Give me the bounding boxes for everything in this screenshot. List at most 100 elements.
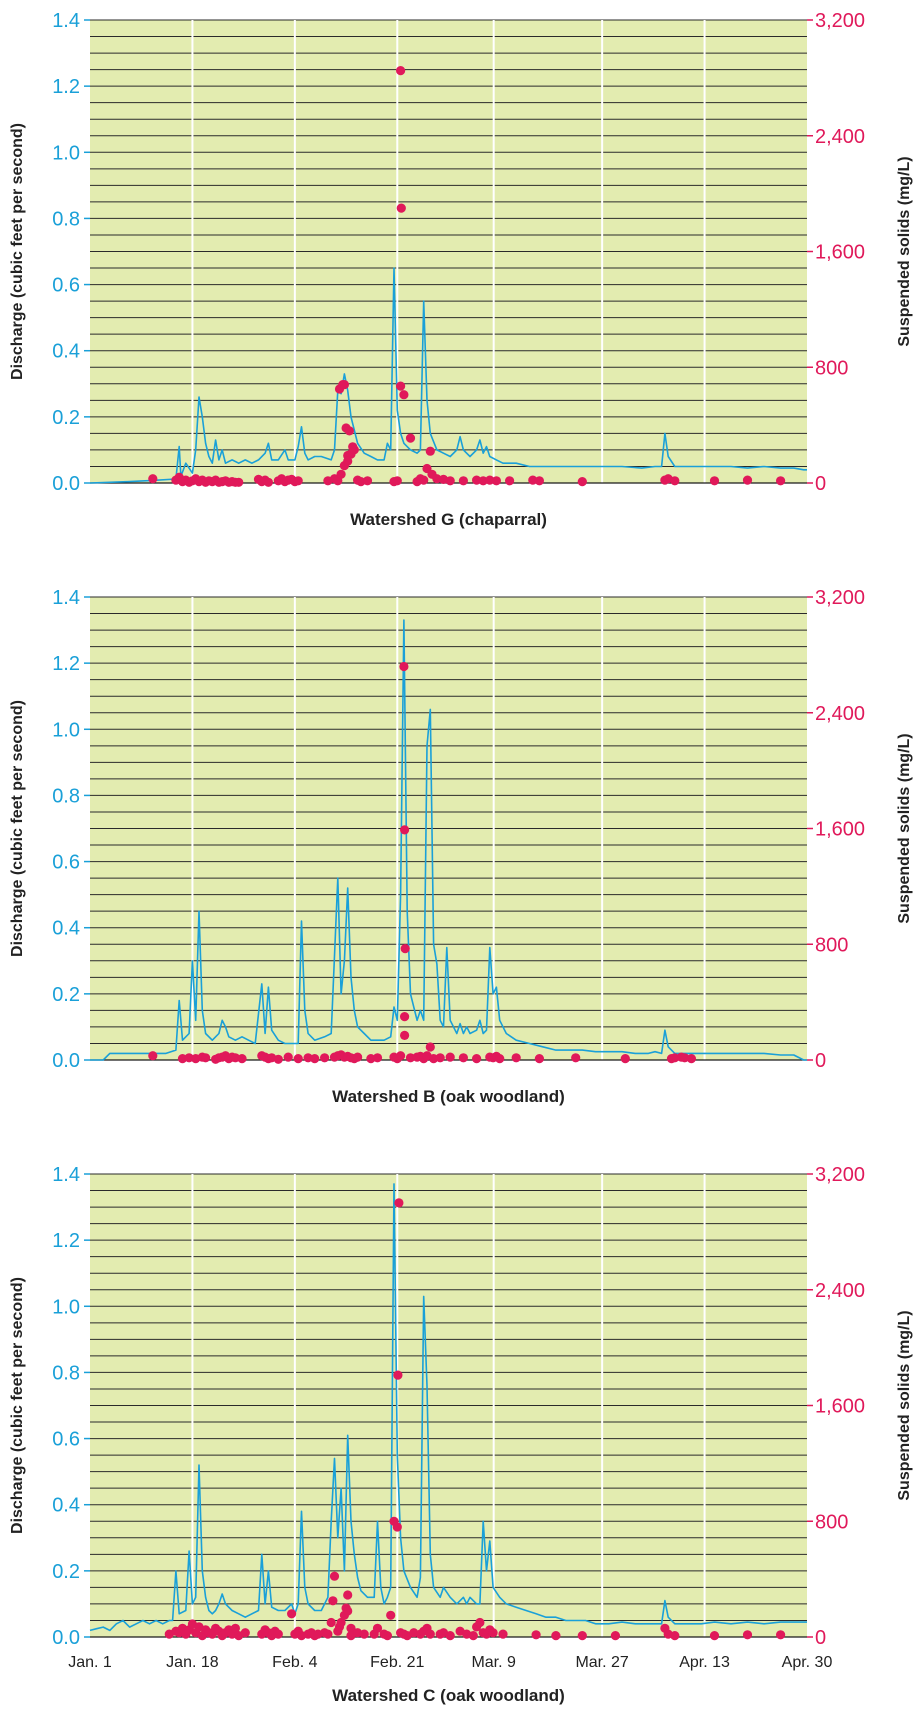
date-axis-ticks: Jan. 1 Jan. 18 Feb. 4 Feb. 21 Mar. 9 Mar. 27 A… [68, 1654, 832, 1671]
date-tick-label: Feb. 4 [272, 1654, 317, 1671]
right-tick-label: 2,400 [815, 703, 865, 725]
left-tick-label: 1.4 [52, 587, 80, 609]
suspended-solids-point [475, 1617, 485, 1628]
suspended-solids-point [326, 1617, 336, 1628]
suspended-solids-point [505, 476, 515, 486]
date-tick-label: Jan. 1 [68, 1654, 112, 1671]
right-tick-label: 1,600 [815, 242, 865, 264]
chart-panel-watershed-b: 0.0 0.2 0.4 0.6 0.8 1.0 1.2 1.4 0 800 1,600 2,400 3… [9, 587, 913, 1106]
suspended-solids-points [164, 1198, 786, 1641]
suspended-solids-point [263, 477, 273, 487]
suspended-solids-point [577, 477, 587, 487]
right-tick-label: 3,200 [815, 1164, 865, 1186]
suspended-solids-point [686, 1054, 697, 1064]
suspended-solids-point [534, 1054, 545, 1064]
grid [90, 596, 807, 1061]
suspended-solids-point [328, 1596, 338, 1606]
left-tick-label: 0.2 [52, 407, 80, 429]
right-axis-ticks: 0 800 1,600 2,400 3,200 [807, 1164, 865, 1649]
left-tick-label: 0.0 [52, 1050, 80, 1072]
suspended-solids-point [399, 661, 409, 672]
suspended-solids-point [620, 1054, 630, 1064]
right-tick-label: 0 [815, 1050, 826, 1072]
date-tick-label: Mar. 27 [575, 1654, 628, 1671]
suspended-solids-point [336, 1617, 346, 1628]
left-tick-label: 0.8 [52, 785, 80, 807]
suspended-solids-point [386, 1610, 396, 1620]
suspended-solids-point [491, 476, 501, 486]
suspended-solids-point [396, 1051, 406, 1061]
suspended-solids-point [468, 1631, 478, 1641]
left-axis-label: Discharge (cubic feet per second) [9, 1277, 26, 1534]
left-tick-label: 0.2 [52, 984, 80, 1006]
suspended-solids-point [382, 1631, 392, 1641]
suspended-solids-point [425, 1042, 435, 1052]
suspended-solids-point [359, 1629, 369, 1639]
suspended-solids-point [670, 1631, 680, 1641]
right-tick-label: 2,400 [815, 126, 865, 148]
left-axis-ticks: 0.0 0.2 0.4 0.6 0.8 1.0 1.2 1.4 [52, 1164, 90, 1649]
suspended-solids-point [237, 1054, 247, 1064]
discharge-line [89, 1183, 807, 1632]
suspended-solids-point [310, 1054, 320, 1064]
suspended-solids-point [399, 390, 409, 400]
suspended-solids-point [445, 476, 455, 486]
suspended-solids-point [425, 1629, 435, 1639]
right-tick-label: 1,600 [815, 1396, 865, 1418]
suspended-solids-points [148, 66, 786, 487]
date-tick-label: Mar. 9 [471, 1654, 516, 1671]
date-tick-label: Apr. 13 [679, 1654, 730, 1671]
panel-title: Watershed G (chaparral) [350, 510, 547, 529]
suspended-solids-point [329, 1571, 340, 1581]
right-tick-label: 800 [815, 1511, 848, 1533]
suspended-solids-point [393, 1370, 403, 1380]
left-tick-label: 0.4 [52, 1495, 80, 1517]
left-tick-label: 1.0 [52, 719, 80, 741]
discharge-line [89, 267, 807, 484]
left-axis-ticks: 0.0 0.2 0.4 0.6 0.8 1.0 1.2 1.4 [52, 10, 90, 495]
suspended-solids-point [571, 1053, 581, 1063]
right-axis-label: Suspended solids (mg/L) [896, 733, 913, 923]
suspended-solids-point [458, 1053, 468, 1063]
suspended-solids-point [670, 476, 680, 486]
suspended-solids-point [531, 1630, 541, 1640]
suspended-solids-point [419, 475, 429, 485]
left-tick-label: 0.2 [52, 1561, 80, 1583]
right-tick-label: 3,200 [815, 587, 865, 609]
suspended-solids-point [776, 1630, 786, 1640]
suspended-solids-point [551, 1631, 561, 1641]
discharge-line [90, 619, 807, 1061]
suspended-solids-point [287, 1609, 297, 1619]
left-tick-label: 1.2 [52, 1230, 80, 1252]
panel-title: Watershed C (oak woodland) [332, 1686, 565, 1705]
suspended-solids-point [293, 1054, 303, 1064]
suspended-solids-point [776, 476, 786, 486]
suspended-solids-point [293, 476, 303, 486]
left-axis-ticks: 0.0 0.2 0.4 0.6 0.8 1.0 1.2 1.4 [52, 587, 90, 1072]
suspended-solids-point [680, 1053, 690, 1063]
date-tick-label: Jan. 18 [166, 1654, 219, 1671]
right-tick-label: 2,400 [815, 1280, 865, 1302]
right-tick-label: 1,600 [815, 819, 865, 841]
suspended-solids-point [349, 445, 359, 455]
right-axis-ticks: 0 800 1,600 2,400 3,200 [807, 587, 865, 1072]
suspended-solids-point [343, 1590, 353, 1600]
suspended-solids-point [343, 1606, 353, 1616]
right-tick-label: 0 [815, 473, 826, 495]
left-tick-label: 0.6 [52, 275, 80, 297]
suspended-solids-point [148, 1051, 158, 1061]
right-tick-label: 800 [815, 357, 848, 379]
suspended-solids-point [339, 380, 349, 390]
suspended-solids-point [488, 1628, 498, 1638]
suspended-solids-point [353, 1052, 363, 1062]
suspended-solids-point [425, 446, 435, 456]
suspended-solids-point [273, 1629, 283, 1639]
suspended-solids-point [495, 1054, 505, 1064]
suspended-solids-point [610, 1631, 621, 1641]
suspended-solids-point [372, 1623, 383, 1633]
suspended-solids-point [742, 475, 753, 485]
grid [90, 19, 807, 484]
suspended-solids-point [234, 477, 244, 487]
